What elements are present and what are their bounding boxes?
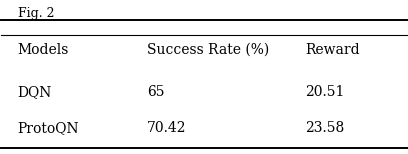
Text: Fig. 2: Fig. 2 <box>18 7 54 20</box>
Text: 70.42: 70.42 <box>147 121 187 135</box>
Text: Success Rate (%): Success Rate (%) <box>147 43 270 57</box>
Text: Models: Models <box>18 43 69 57</box>
Text: DQN: DQN <box>18 85 52 99</box>
Text: 23.58: 23.58 <box>305 121 344 135</box>
Text: Reward: Reward <box>305 43 360 57</box>
Text: 20.51: 20.51 <box>305 85 345 99</box>
Text: ProtoQN: ProtoQN <box>18 121 79 135</box>
Text: 65: 65 <box>147 85 165 99</box>
